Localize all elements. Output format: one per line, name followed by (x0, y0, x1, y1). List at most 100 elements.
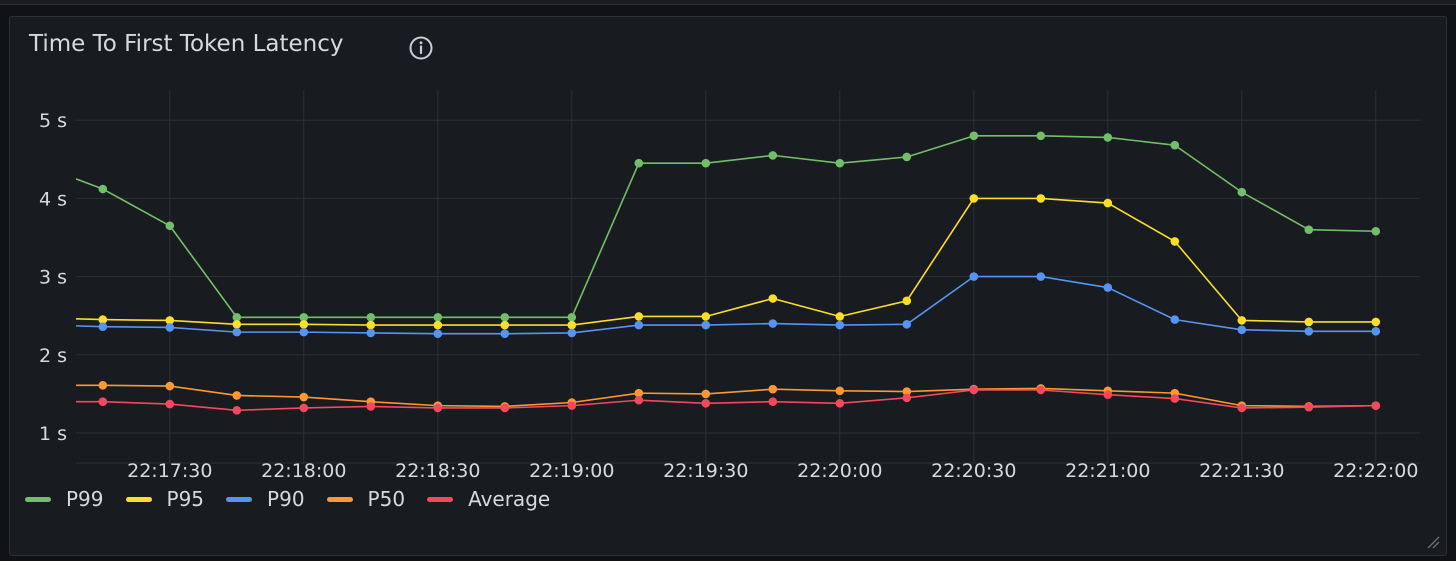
series-p95 (75, 194, 1381, 330)
x-tick-label: 22:20:30 (931, 460, 1016, 482)
legend-label: P50 (367, 487, 406, 511)
data-point (768, 397, 778, 407)
legend-label: Average (468, 487, 551, 511)
data-point (433, 320, 443, 330)
x-tick-label: 22:19:30 (663, 460, 748, 482)
data-point (902, 296, 912, 306)
data-point (366, 402, 376, 411)
data-point (835, 320, 845, 330)
data-point (969, 385, 979, 395)
data-point (1371, 401, 1381, 410)
data-point (768, 294, 778, 303)
data-point (701, 158, 711, 168)
data-point (1371, 226, 1381, 236)
legend-label: P99 (66, 487, 104, 511)
data-point (1304, 402, 1314, 412)
data-point (366, 312, 376, 322)
data-point (1103, 283, 1113, 292)
legend-item[interactable]: P50 (326, 487, 406, 511)
data-point (98, 397, 108, 407)
data-point (902, 393, 912, 403)
data-point (634, 320, 644, 330)
legend-swatch (326, 496, 353, 502)
x-tick-label: 22:17:30 (127, 460, 212, 482)
legend-item[interactable]: P95 (125, 487, 204, 511)
data-point (1304, 327, 1314, 336)
legend-swatch (25, 496, 51, 502)
data-point (1237, 325, 1247, 335)
data-point (969, 272, 979, 281)
series-line (75, 275, 1376, 335)
data-point (1036, 272, 1046, 281)
data-point (634, 395, 644, 405)
legend-swatch (125, 496, 152, 502)
data-point (1170, 237, 1180, 246)
data-point (902, 152, 912, 162)
data-point (1237, 316, 1247, 325)
panel-title: Time To First Token Latency (29, 31, 344, 57)
chart-legend: P99 P95 P90 P50 Average (25, 485, 572, 513)
data-point (232, 406, 242, 415)
legend-item[interactable]: Average (427, 487, 550, 511)
y-tick-label: 3 s (39, 267, 67, 289)
y-tick-label: 1 s (39, 423, 67, 445)
data-point (232, 320, 242, 329)
chart-panel: Time To First Token Latency (9, 16, 1447, 556)
data-point (567, 312, 577, 322)
data-point (165, 221, 175, 231)
legend-item[interactable]: P99 (25, 487, 104, 511)
data-point (232, 312, 242, 322)
data-point (98, 315, 108, 324)
data-point (1036, 131, 1046, 141)
x-tick-label: 22:18:00 (261, 460, 346, 482)
x-tick-label: 22:18:30 (395, 460, 480, 482)
data-point (835, 398, 845, 408)
data-point (634, 388, 644, 398)
data-point (701, 320, 711, 330)
x-tick-label: 22:21:00 (1065, 460, 1150, 482)
data-point (299, 312, 309, 322)
data-point (701, 312, 711, 321)
x-tick-label: 22:19:00 (529, 460, 614, 482)
data-point (165, 316, 175, 325)
legend-item[interactable]: P90 (226, 487, 305, 511)
data-point (701, 389, 711, 399)
resize-handle-icon[interactable] (1426, 535, 1440, 549)
data-point (232, 327, 242, 337)
data-point (1237, 403, 1247, 413)
data-point (1036, 194, 1046, 203)
x-tick-label: 22:21:30 (1199, 460, 1284, 482)
data-point (768, 319, 778, 328)
data-point (299, 403, 309, 413)
data-point (366, 320, 376, 330)
data-point (98, 184, 108, 194)
y-tick-label: 2 s (39, 345, 67, 367)
y-tick-label: 4 s (39, 188, 67, 210)
series-line (75, 197, 1376, 326)
data-point (835, 158, 845, 168)
data-point (299, 327, 309, 337)
top-bar (0, 0, 1456, 5)
series-p50 (76, 380, 1381, 411)
data-point (902, 320, 912, 329)
series-average (76, 385, 1381, 415)
series-p99 (75, 131, 1381, 322)
data-point (1170, 315, 1180, 324)
x-tick-label: 22:20:00 (797, 460, 882, 482)
info-circle-icon[interactable] (408, 35, 434, 61)
data-point (1170, 394, 1180, 403)
data-point (232, 391, 242, 400)
series-p90 (75, 272, 1381, 338)
data-point (1170, 140, 1180, 150)
data-point (567, 328, 577, 338)
x-tick-label: 22:22:00 (1333, 460, 1418, 482)
data-point (1237, 187, 1247, 197)
data-point (1103, 390, 1113, 399)
y-tick-label: 5 s (39, 110, 67, 132)
data-point (500, 312, 510, 322)
data-point (98, 322, 108, 331)
data-point (567, 401, 577, 410)
data-point (500, 329, 510, 338)
data-point (500, 403, 510, 413)
